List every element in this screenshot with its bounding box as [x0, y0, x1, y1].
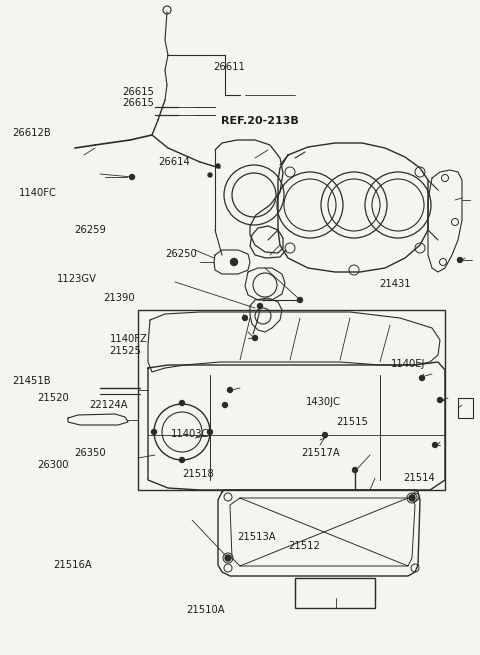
Text: 21514: 21514: [403, 473, 435, 483]
Text: 21525: 21525: [109, 346, 141, 356]
Bar: [138, 310, 445, 490]
Text: 26259: 26259: [74, 225, 106, 235]
Text: 21515: 21515: [336, 417, 368, 427]
Text: 1123GV: 1123GV: [57, 274, 96, 284]
Text: 21512: 21512: [288, 540, 320, 551]
Circle shape: [216, 164, 220, 168]
Text: 1140FC: 1140FC: [19, 187, 57, 198]
Text: 21451B: 21451B: [12, 376, 50, 386]
Text: 1430JC: 1430JC: [306, 396, 341, 407]
Circle shape: [409, 495, 415, 501]
Circle shape: [228, 388, 232, 392]
Circle shape: [208, 173, 212, 177]
Text: 21516A: 21516A: [53, 560, 92, 571]
Text: 21510A: 21510A: [186, 605, 225, 616]
Text: 22124A: 22124A: [89, 400, 127, 410]
Text: 21513A: 21513A: [237, 532, 276, 542]
Text: 26250: 26250: [166, 249, 197, 259]
Text: 26300: 26300: [37, 460, 69, 470]
Circle shape: [180, 457, 184, 462]
Text: 21431: 21431: [379, 278, 411, 289]
Circle shape: [437, 398, 443, 403]
Circle shape: [252, 335, 257, 341]
Circle shape: [298, 297, 302, 303]
Text: 26615: 26615: [122, 98, 154, 108]
Text: 26615: 26615: [122, 86, 154, 97]
Circle shape: [152, 430, 156, 434]
Bar: [458, 398, 473, 418]
Text: 1140FZ: 1140FZ: [109, 334, 147, 345]
Circle shape: [352, 468, 358, 472]
Text: 21390: 21390: [103, 293, 135, 303]
Circle shape: [420, 375, 424, 381]
Circle shape: [223, 403, 228, 407]
Circle shape: [180, 400, 184, 405]
Circle shape: [323, 432, 327, 438]
Circle shape: [230, 259, 238, 265]
Circle shape: [130, 174, 134, 179]
Circle shape: [432, 443, 437, 447]
Text: 11403C: 11403C: [171, 429, 209, 440]
Circle shape: [225, 555, 231, 561]
Circle shape: [457, 257, 463, 263]
Text: 21517A: 21517A: [301, 448, 340, 458]
Text: 26611: 26611: [214, 62, 245, 73]
Text: 21520: 21520: [37, 392, 69, 403]
Circle shape: [257, 303, 263, 309]
Circle shape: [242, 316, 248, 320]
Text: 26350: 26350: [74, 448, 106, 458]
Text: REF.20-213B: REF.20-213B: [221, 116, 299, 126]
Bar: [295, 578, 375, 608]
Circle shape: [207, 430, 213, 434]
Text: 1140EJ: 1140EJ: [391, 359, 426, 369]
Text: 21518: 21518: [182, 468, 214, 479]
Text: 26612B: 26612B: [12, 128, 51, 138]
Text: 26614: 26614: [158, 157, 190, 168]
